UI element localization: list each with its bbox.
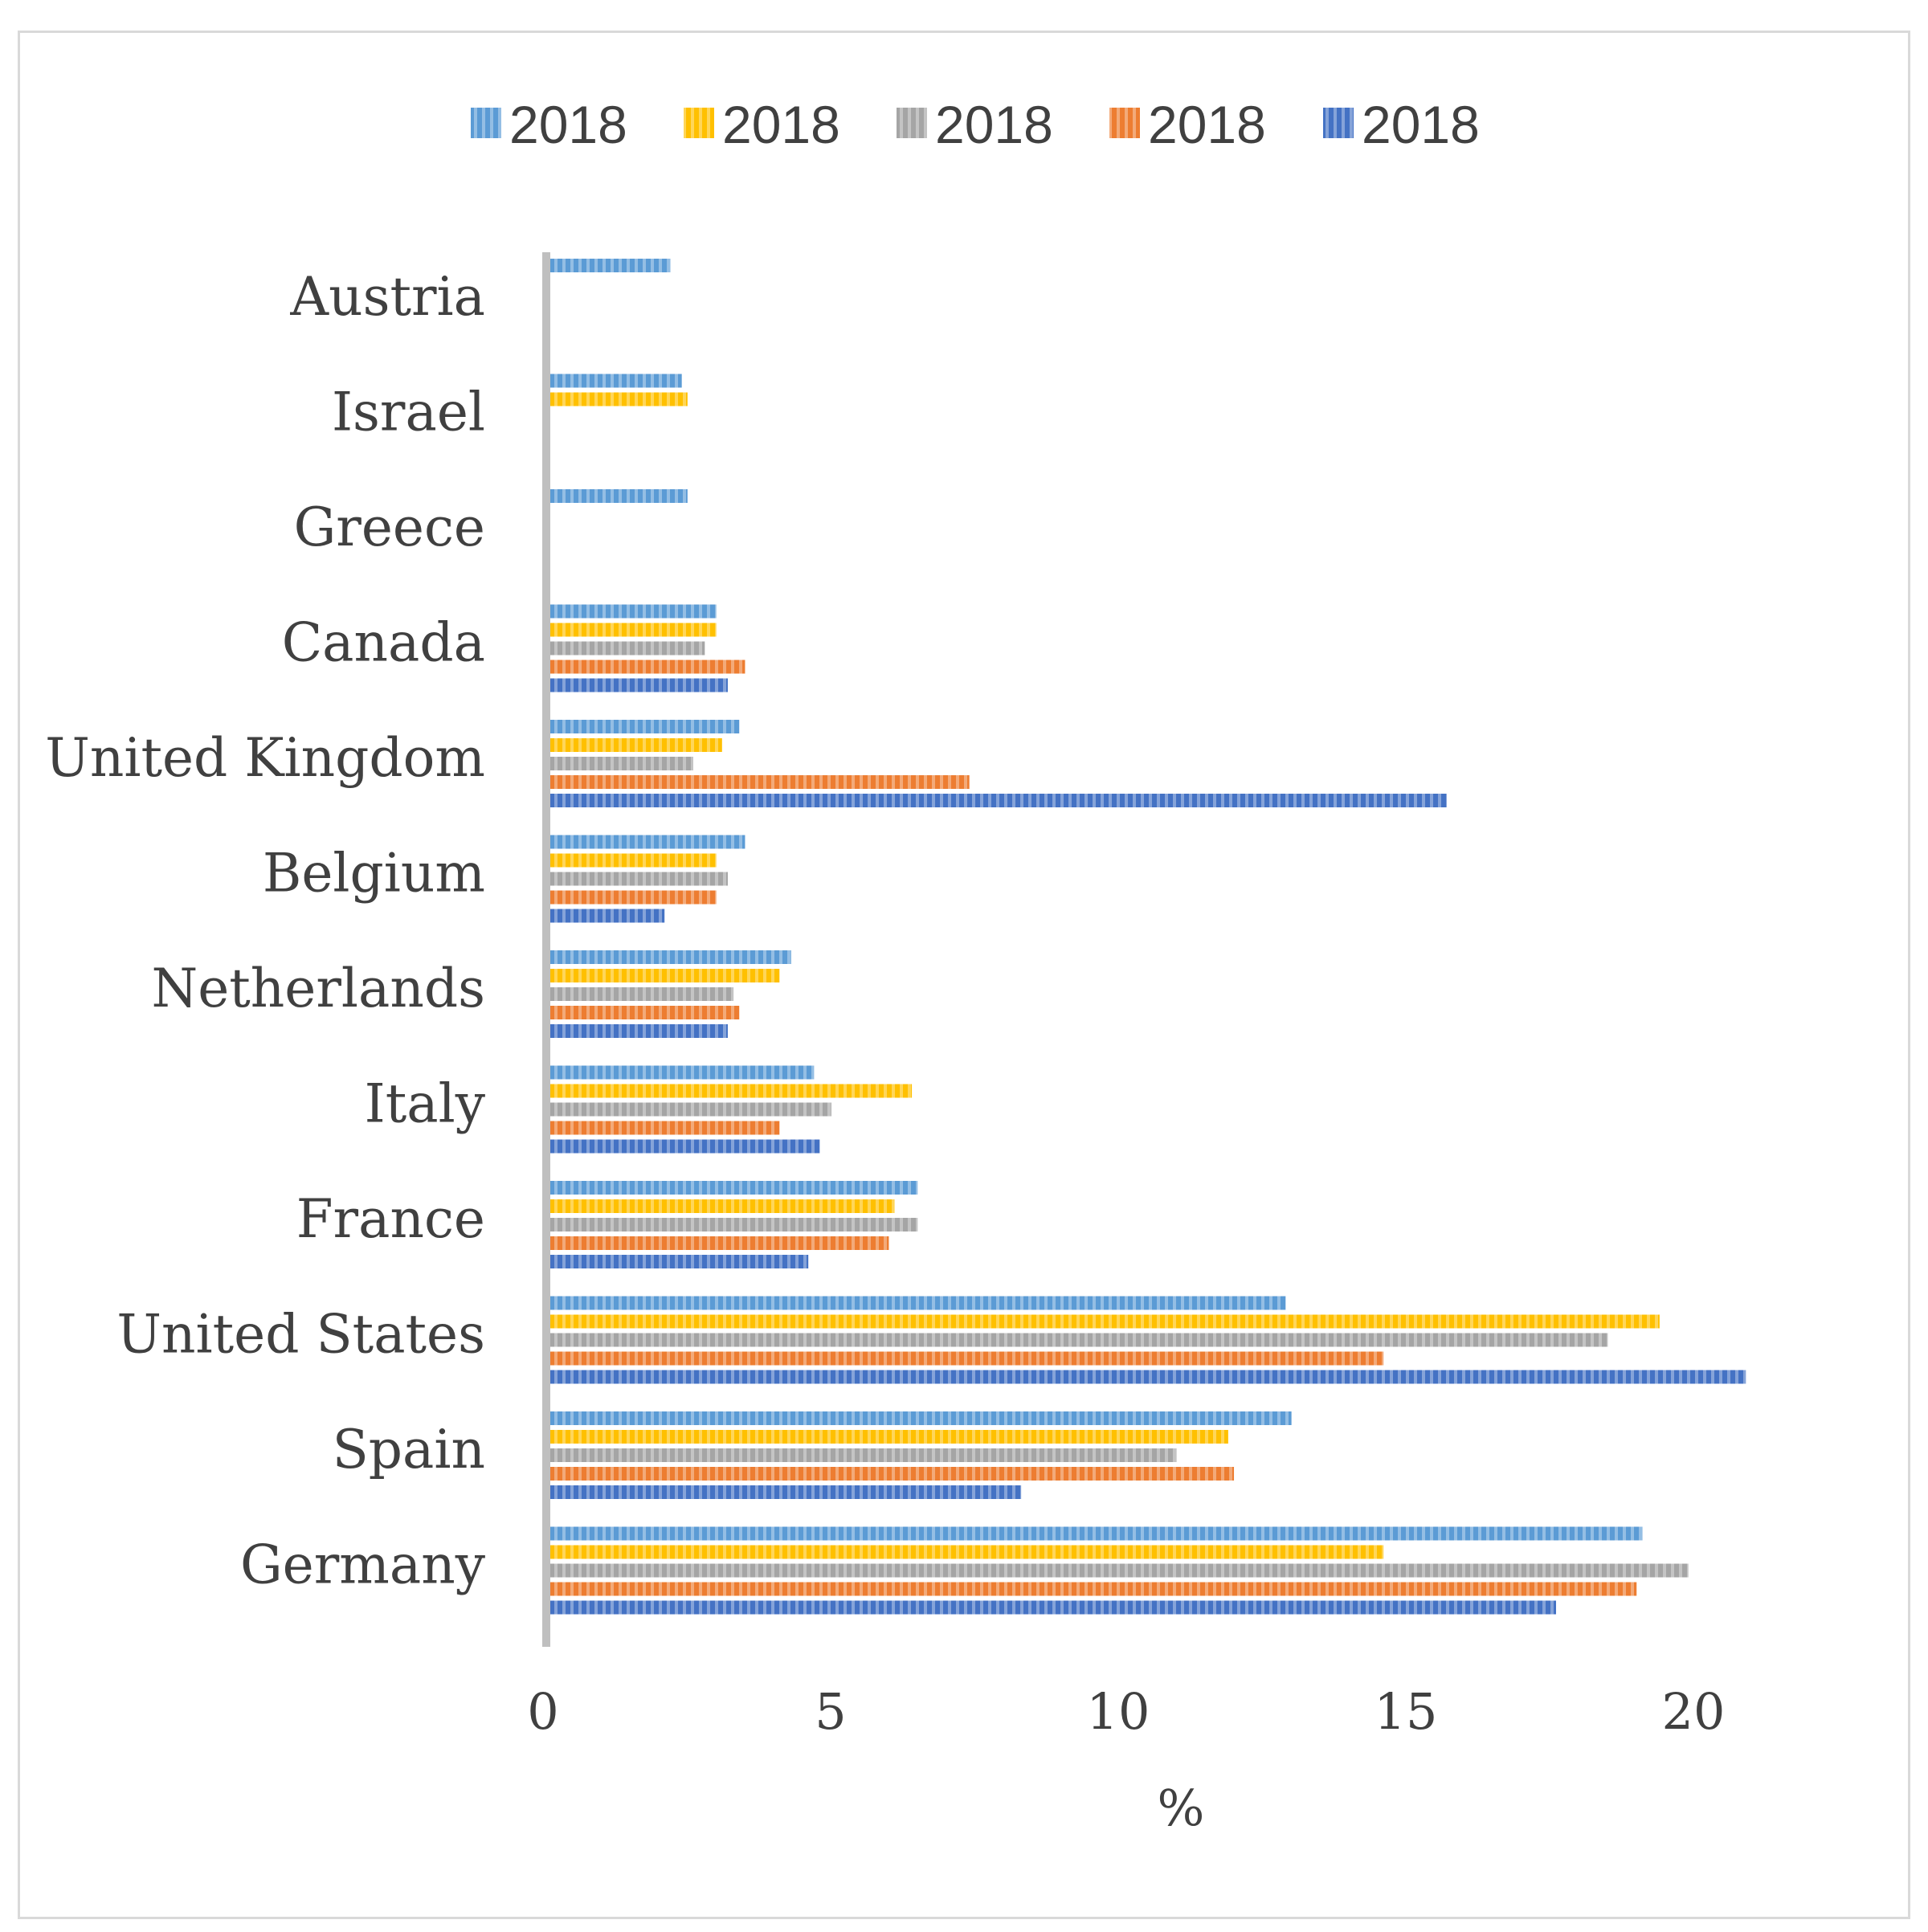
x-tick-label: 10 — [1087, 1682, 1150, 1741]
legend-swatch-texture — [1323, 108, 1354, 138]
bar-texture — [549, 757, 693, 770]
legend-label: 2018 — [509, 95, 627, 154]
bar-texture — [549, 1526, 1643, 1541]
bar-texture — [549, 890, 717, 905]
category-label: Italy — [365, 1073, 486, 1135]
bar-texture — [549, 872, 728, 886]
x-axis-title: % — [1158, 1779, 1205, 1837]
bar-texture — [549, 1006, 740, 1019]
bar-texture — [549, 1430, 1228, 1444]
bar-texture — [549, 1582, 1637, 1596]
bar-texture — [549, 1255, 809, 1268]
legend: 2018 2018 2018 2018 2018 — [471, 95, 1480, 154]
bar-texture — [549, 1467, 1235, 1481]
category-label: Canada — [282, 612, 485, 674]
bar-texture — [549, 1084, 913, 1098]
legend-swatch-texture — [897, 108, 927, 138]
bar-texture — [549, 392, 688, 406]
bar-texture — [549, 835, 745, 849]
bar-texture — [549, 909, 665, 923]
bar-texture — [549, 1485, 1022, 1499]
bar-texture — [549, 1065, 815, 1080]
bar-texture — [549, 259, 671, 272]
legend-label: 2018 — [935, 95, 1053, 154]
legend-swatch-texture — [1109, 108, 1140, 138]
bar-texture — [549, 794, 1447, 807]
bar-texture — [549, 1296, 1286, 1310]
bar-texture — [549, 489, 688, 503]
legend-label: 2018 — [722, 95, 840, 154]
x-axis-ticks: 0 5 10 15 20 — [527, 1682, 1725, 1741]
bar-texture — [549, 950, 791, 964]
bar-texture — [549, 1333, 1608, 1347]
bar-texture — [549, 1314, 1660, 1329]
bar-texture — [549, 660, 745, 674]
bar-texture — [549, 1236, 889, 1250]
bar-texture — [549, 1351, 1384, 1366]
legend-label: 2018 — [1148, 95, 1266, 154]
bar-texture — [549, 1370, 1746, 1384]
category-labels: Austria Israel Greece Canada United Kingdom B… — [45, 266, 486, 1596]
bar-texture — [549, 1218, 918, 1231]
bar-texture — [549, 1545, 1384, 1559]
bar-texture — [549, 969, 780, 982]
bar-texture — [549, 1411, 1292, 1425]
category-label: Israel — [332, 382, 485, 443]
legend-swatch-texture — [471, 108, 501, 138]
bar-texture — [549, 720, 740, 733]
bar-texture — [549, 1199, 895, 1213]
x-tick-label: 0 — [527, 1682, 558, 1741]
bar-texture — [549, 853, 717, 868]
category-label: United States — [116, 1304, 485, 1366]
bar-texture — [549, 1121, 780, 1135]
legend-label: 2018 — [1362, 95, 1480, 154]
bar-texture — [549, 1448, 1177, 1462]
bar-texture — [549, 775, 970, 789]
category-label: United Kingdom — [45, 727, 485, 789]
bar-texture — [549, 678, 728, 692]
legend-swatch-texture — [684, 108, 714, 138]
category-label: Netherlands — [151, 958, 485, 1019]
bars — [549, 259, 1746, 1615]
category-label: Belgium — [263, 843, 485, 905]
bar-texture — [549, 374, 682, 388]
bar-texture — [549, 987, 734, 1001]
bar-texture — [549, 1181, 918, 1195]
category-label: Spain — [333, 1419, 485, 1481]
bar-texture — [549, 738, 722, 752]
bar-texture — [549, 1139, 820, 1154]
x-tick-label: 5 — [815, 1682, 846, 1741]
category-label: Germany — [240, 1534, 486, 1596]
bar-texture — [549, 641, 705, 656]
bar-texture — [549, 1563, 1689, 1578]
bar-texture — [549, 1024, 728, 1038]
bar-texture — [549, 1102, 831, 1117]
category-label: France — [296, 1188, 485, 1250]
category-label: Greece — [294, 496, 485, 558]
category-label: Austria — [289, 266, 485, 328]
bar-texture — [549, 604, 717, 619]
x-tick-label: 15 — [1375, 1682, 1438, 1741]
x-tick-label: 20 — [1662, 1682, 1726, 1741]
bar-texture — [549, 1600, 1556, 1615]
bar-texture — [549, 623, 717, 637]
